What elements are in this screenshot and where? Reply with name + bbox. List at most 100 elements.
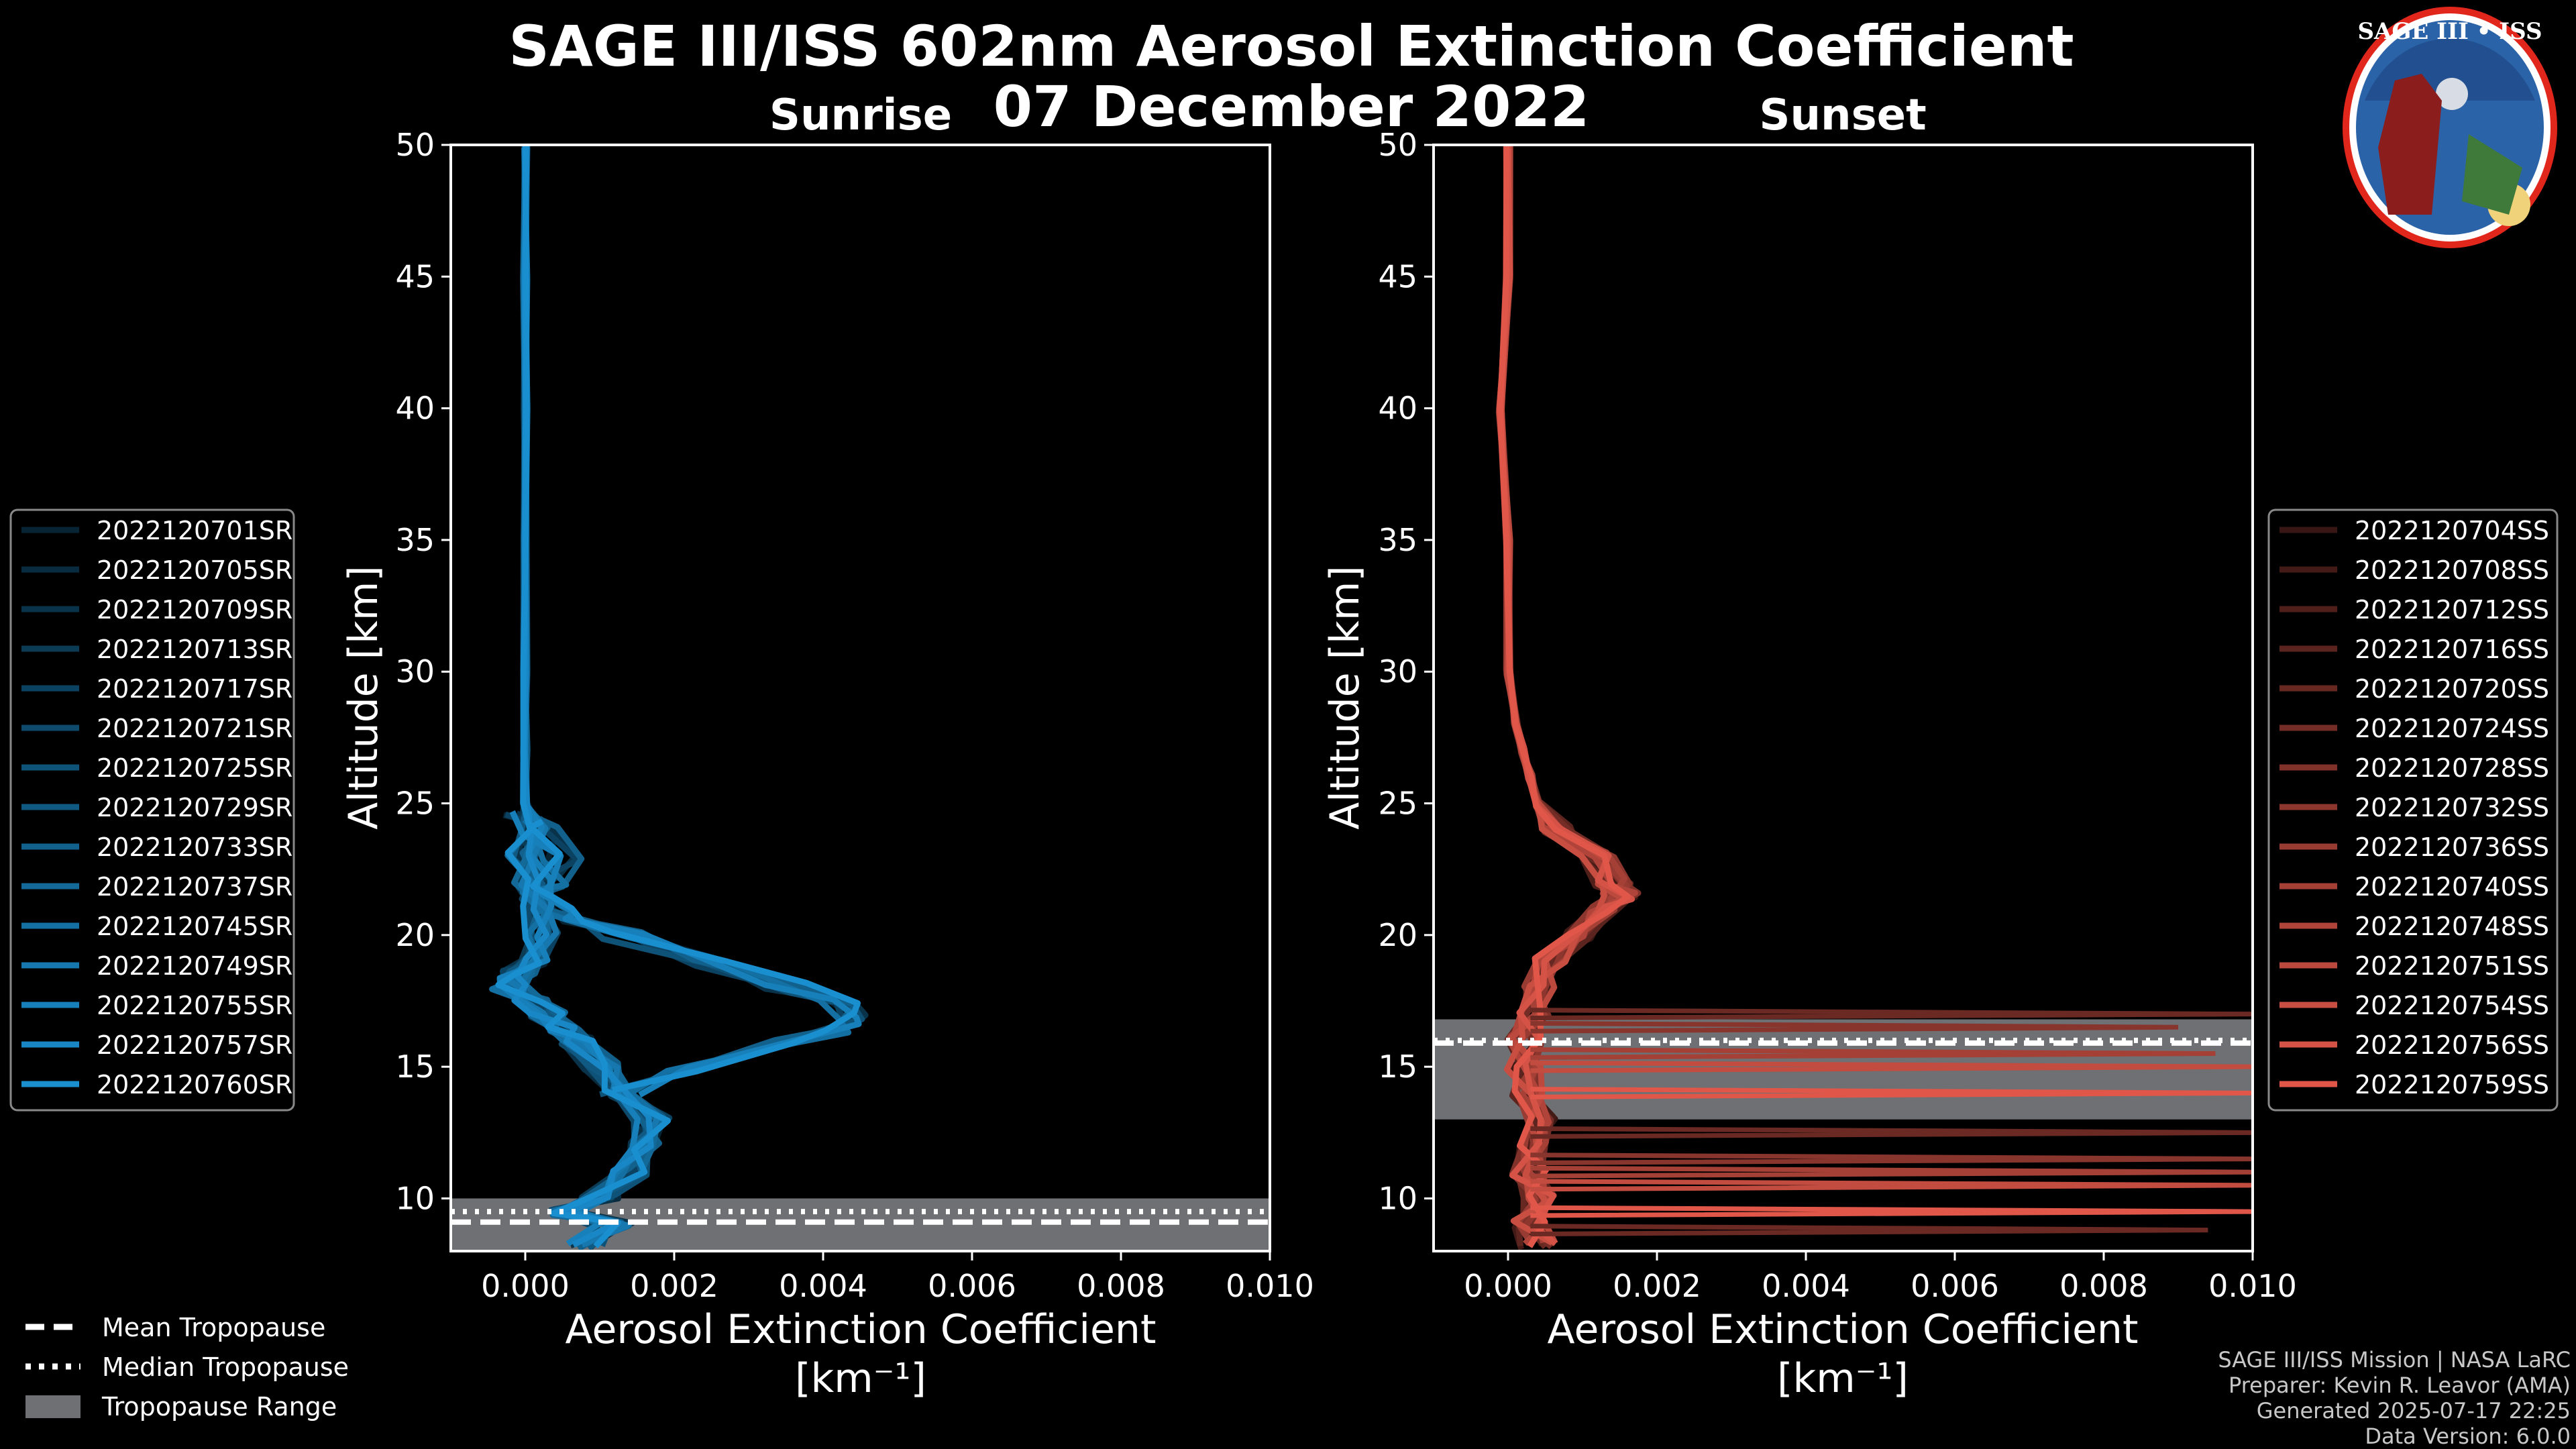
sunrise-series-peak-14 [528,818,861,1093]
sunset-spike-8 [1530,1179,2253,1192]
sunset-y-tick-label-8: 50 [1378,127,1417,163]
sunrise-panel-title: Sunrise [769,91,952,140]
sunrise-y-tick-label-0: 10 [395,1180,435,1216]
sunset-spike-1 [1530,1020,2179,1034]
sunset-legend-label-12: 2022120754SS [2355,991,2549,1020]
logo-figure-icon [2378,74,2442,215]
sunrise-legend-label-11: 2022120749SR [97,951,292,981]
sunrise-legend-label-6: 2022120725SR [97,753,292,783]
sunrise-y-tick-label-6: 40 [395,390,435,427]
sunset-legend-label-6: 2022120728SS [2355,753,2549,783]
sunset-x-tick-label-1: 0.002 [1613,1268,1701,1304]
sunset-ylabel: Altitude [km] [1322,566,1368,830]
sunset-y-tick-label-2: 20 [1378,917,1417,953]
sunset-legend-label-13: 2022120756SS [2355,1030,2549,1060]
sunrise-y-tick-label-5: 35 [395,522,435,558]
sunset-xlabel-line2: [km⁻¹] [1777,1355,1909,1402]
sunrise-legend-label-0: 2022120701SR [97,516,292,545]
sunrise-panel: 0.000 0.002 0.004 0.006 0.008 0.010 10 15 20 25 30… [395,127,1313,1304]
sunrise-legend-label-4: 2022120717SR [97,674,292,704]
logo-earth-icon [2462,134,2522,215]
sunrise-legend-label-7: 2022120729SR [97,793,292,822]
sunrise-xlabel-line1: Aerosol Extinction Coefficient [566,1306,1157,1353]
sunrise-plot-frame [449,144,1271,1252]
sunrise-x-tick-label-3: 0.006 [928,1268,1016,1304]
sunset-panel-title: Sunset [1759,91,1926,140]
sunrise-y-tick-label-7: 45 [395,258,435,294]
sunrise-legend-label-1: 2022120705SR [97,555,292,585]
sunset-x-tick-label-4: 0.008 [2059,1268,2148,1304]
credit-line-1: SAGE III/ISS Mission | NASA LaRC [2218,1347,2571,1373]
sunset-legend-label-14: 2022120759SS [2355,1070,2549,1099]
sunset-spike-5 [1530,1126,2253,1139]
logo-moon-icon [2436,78,2468,110]
sage-iss-logo: SAGE III • ISS [2343,7,2557,248]
tropopause-legend: Mean Tropopause Median Tropopause Tropop… [25,1313,349,1421]
sunset-y-tick-label-3: 25 [1378,786,1417,822]
sunset-y-tick-label-7: 45 [1378,258,1417,294]
sunrise-legend-label-8: 2022120733SR [97,833,292,862]
sunset-x-tick-label-3: 0.006 [1911,1268,1999,1304]
credit-line-4: Data Version: 6.0.0 [2365,1424,2571,1449]
sunset-y-tick-label-6: 40 [1378,390,1417,427]
sunset-legend: 2022120704SS 2022120708SS 2022120712SS 2022… [2267,508,2559,1112]
tropopause-range-label: Tropopause Range [101,1392,337,1421]
sunrise-legend-label-3: 2022120713SR [97,635,292,664]
sunset-xlabel-line1: Aerosol Extinction Coefficient [1548,1306,2139,1353]
sunrise-legend-label-2: 2022120709SR [97,595,292,625]
sunrise-x-tick-label-2: 0.004 [779,1268,867,1304]
sunrise-y-tick-label-3: 25 [395,786,435,822]
sunset-series-line-14 [1497,145,1631,1248]
sunset-spike-2 [1530,1047,2216,1060]
median-tropopause-label: Median Tropopause [102,1352,349,1382]
sunrise-x-tick-label-0: 0.000 [481,1268,570,1304]
sunset-legend-label-8: 2022120736SS [2355,833,2549,862]
sunset-spike-7 [1530,1165,2253,1179]
sunset-legend-label-10: 2022120748SS [2355,912,2549,941]
sunset-spike-3 [1530,1060,2253,1073]
sunset-spike-10 [1530,1224,2208,1236]
sunset-plot-frame [1432,144,2254,1252]
tropopause-range-swatch [25,1395,80,1418]
logo-text: SAGE III • ISS [2357,18,2542,45]
sunset-y-tick-label-0: 10 [1378,1180,1417,1216]
sunset-legend-label-2: 2022120712SS [2355,595,2549,625]
sunset-x-tick-label-5: 0.010 [2208,1268,2297,1304]
sunrise-y-tick-label-1: 15 [395,1049,435,1085]
sunrise-legend-label-13: 2022120757SR [97,1030,292,1060]
sunrise-ylabel: Altitude [km] [340,566,387,830]
sunrise-legend-label-5: 2022120721SR [97,714,292,743]
sunrise-legend: 2022120701SR 2022120705SR 2022120709SR 2022… [9,508,295,1112]
sunrise-legend-label-12: 2022120755SR [97,991,292,1020]
sunrise-y-tick-label-8: 50 [395,127,435,163]
sunset-spike-0 [1530,1008,2253,1021]
sunset-spike-4 [1530,1087,2253,1099]
date-title: 07 December 2022 [994,74,1590,140]
sunset-legend-label-0: 2022120704SS [2355,516,2549,545]
main-title: SAGE III/ISS 602nm Aerosol Extinction Co… [508,13,2074,79]
sunrise-series-line-14 [495,145,672,1248]
sunrise-y-tick-label-4: 30 [395,653,435,690]
sunset-legend-label-5: 2022120724SS [2355,714,2549,743]
sunrise-y-tick-label-2: 20 [395,917,435,953]
sunrise-legend-frame [9,508,295,1112]
credit-line-2: Preparer: Kevin R. Leavor (AMA) [2229,1373,2571,1398]
sunset-series-group [1495,145,2253,1250]
sunrise-legend-label-14: 2022120760SR [97,1070,292,1099]
sunrise-legend-label-9: 2022120737SR [97,872,292,902]
sunset-y-tick-label-1: 15 [1378,1049,1417,1085]
sunset-legend-label-4: 2022120720SS [2355,674,2549,704]
sunset-y-tick-label-5: 35 [1378,522,1417,558]
sunset-legend-label-9: 2022120740SS [2355,872,2549,902]
sunset-legend-label-7: 2022120732SS [2355,793,2549,822]
sunset-x-tick-label-0: 0.000 [1464,1268,1552,1304]
mean-tropopause-label: Mean Tropopause [102,1313,325,1342]
sunrise-x-tick-label-1: 0.002 [630,1268,718,1304]
sunrise-x-tick-label-4: 0.008 [1077,1268,1165,1304]
sunrise-xlabel-line2: [km⁻¹] [795,1355,926,1402]
sunrise-legend-label-10: 2022120745SR [97,912,292,941]
sunset-spike-9 [1530,1205,2253,1218]
credits: SAGE III/ISS Mission | NASA LaRC Prepare… [2218,1347,2571,1449]
